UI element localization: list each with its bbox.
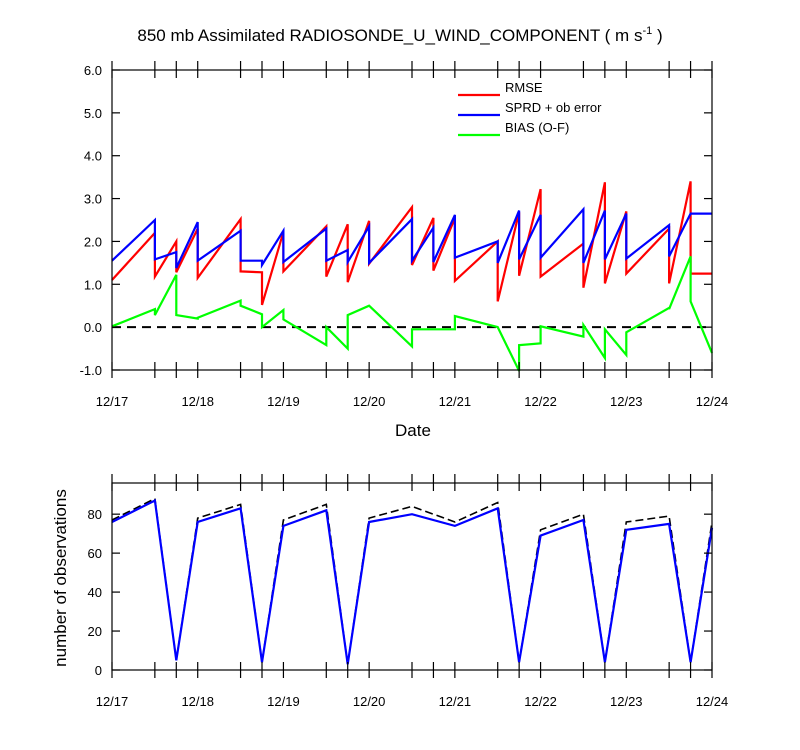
x-tick-label: 12/23 bbox=[610, 694, 643, 709]
legend: RMSE SPRD + ob error BIAS (O-F) bbox=[458, 80, 602, 137]
x-tick-label: 12/17 bbox=[96, 394, 129, 409]
x-tick-label: 12/20 bbox=[353, 694, 386, 709]
x-tick-label: 12/19 bbox=[267, 694, 300, 709]
y-tick-label: 60 bbox=[88, 546, 102, 561]
chart-title-superscript: -1 bbox=[642, 25, 652, 37]
x-tick-label: 12/19 bbox=[267, 394, 300, 409]
rmse-spread-bias-chart: -1.0 0.0 1.0 2.0 3.0 4.0 5.0 6.0 12/17 12/18 12/19… bbox=[80, 61, 729, 440]
observation-count-chart: 0 20 40 60 80 12/17 12/18 12/19 12/20 12/21 12/22 1… bbox=[51, 474, 728, 709]
bottom-axis-group: 0 20 40 60 80 12/17 12/18 12/19 12/20 12/21 12/22 1… bbox=[88, 474, 729, 709]
legend-label-rmse: RMSE bbox=[505, 80, 543, 95]
y-tick-label: 6.0 bbox=[84, 63, 102, 78]
bottom-series-group bbox=[111, 497, 714, 665]
series-line-bias-o-f bbox=[111, 255, 714, 372]
x-tick-label: 12/22 bbox=[524, 694, 557, 709]
series-line-assimilated-observations bbox=[111, 498, 714, 665]
x-tick-label: 12/22 bbox=[524, 394, 557, 409]
x-tick-label: 12/17 bbox=[96, 694, 129, 709]
y-axis-title: number of observations bbox=[51, 489, 70, 667]
x-tick-label: 12/21 bbox=[439, 694, 472, 709]
series-line-possible-observations bbox=[111, 497, 713, 665]
top-axis-group: -1.0 0.0 1.0 2.0 3.0 4.0 5.0 6.0 12/17 12/18 12/19… bbox=[80, 61, 729, 409]
y-tick-label: 4.0 bbox=[84, 149, 102, 164]
y-tick-label: 0.0 bbox=[84, 320, 102, 335]
chart-title: 850 mb Assimilated RADIOSONDE_U_WIND_COM… bbox=[137, 25, 662, 45]
x-tick-label: 12/18 bbox=[181, 694, 214, 709]
x-tick-label: 12/24 bbox=[696, 394, 729, 409]
x-tick-label: 12/23 bbox=[610, 394, 643, 409]
x-axis-title: Date bbox=[395, 421, 431, 440]
top-series-group bbox=[111, 181, 714, 372]
x-tick-label: 12/18 bbox=[181, 394, 214, 409]
y-tick-label: 5.0 bbox=[84, 106, 102, 121]
series-line-sprd-ob-error bbox=[111, 206, 712, 269]
chart-title-end: ) bbox=[652, 26, 662, 45]
y-tick-label: 80 bbox=[88, 507, 102, 522]
legend-label-sprd-ob-error: SPRD + ob error bbox=[505, 100, 602, 115]
y-tick-label: 1.0 bbox=[84, 277, 102, 292]
plot-frame-1 bbox=[111, 482, 713, 671]
y-tick-label: -1.0 bbox=[80, 363, 102, 378]
x-tick-label: 12/21 bbox=[439, 394, 472, 409]
legend-label-bias-o-f: BIAS (O-F) bbox=[505, 120, 569, 135]
x-tick-label: 12/20 bbox=[353, 394, 386, 409]
x-tick-label: 12/24 bbox=[696, 694, 729, 709]
y-tick-label: 0 bbox=[95, 663, 102, 678]
y-tick-label: 20 bbox=[88, 624, 102, 639]
y-tick-label: 2.0 bbox=[84, 234, 102, 249]
chart-title-main: 850 mb Assimilated RADIOSONDE_U_WIND_COM… bbox=[137, 26, 642, 45]
y-tick-label: 40 bbox=[88, 585, 102, 600]
y-tick-label: 3.0 bbox=[84, 192, 102, 207]
series-line-rmse bbox=[111, 181, 712, 306]
